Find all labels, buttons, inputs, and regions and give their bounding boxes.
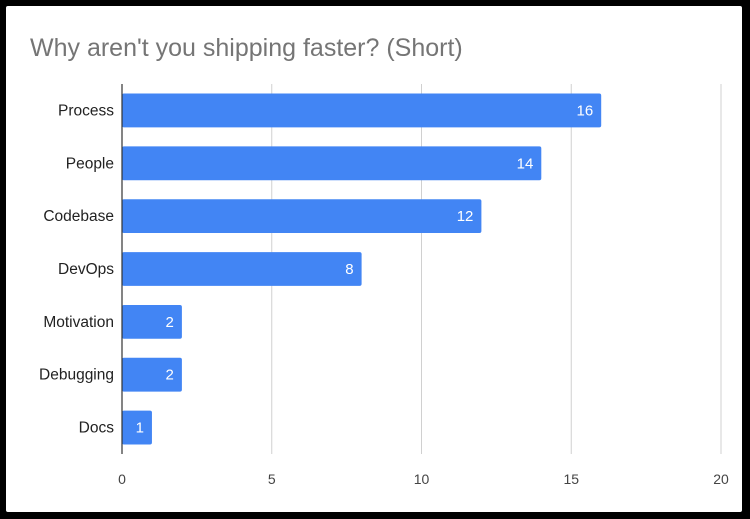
data-label-docs: 1 (136, 420, 144, 437)
bar-debugging (122, 357, 182, 392)
axes: 0 5 10 15 20 Process People Codebase DevOps Motiv… (39, 84, 729, 487)
chart-title: Why aren't you shipping faster? (Short) (30, 34, 463, 62)
bar-people (122, 146, 542, 181)
chart-card: Why aren't you shipping faster? (Short) … (6, 6, 742, 512)
x-tick-label: 15 (563, 471, 579, 487)
bar-chart: 16 14 12 8 2 2 1 0 5 10 15 20 Process People Codebase… (39, 84, 729, 487)
x-tick-label: 0 (118, 471, 126, 487)
data-label-people: 14 (517, 155, 534, 172)
data-label-motivation: 2 (166, 314, 174, 331)
bar-codebase (122, 199, 482, 234)
x-tick-label: 10 (414, 471, 430, 487)
bar-motivation (122, 304, 182, 339)
x-tick-label: 5 (268, 471, 276, 487)
bar-devops (122, 252, 362, 286)
category-label-process: Process (58, 102, 114, 119)
category-label-codebase: Codebase (43, 208, 114, 225)
category-label-devops: DevOps (58, 261, 114, 278)
gridlines (271, 84, 722, 454)
data-label-codebase: 12 (457, 208, 474, 225)
data-label-debugging: 2 (166, 367, 174, 384)
x-tick-label: 20 (713, 471, 729, 487)
category-label-motivation: Motivation (43, 314, 114, 331)
category-label-people: People (66, 155, 114, 172)
bars: 16 14 12 8 2 2 1 (122, 93, 602, 445)
bar-docs (122, 410, 152, 445)
data-label-devops: 8 (345, 261, 353, 278)
category-label-debugging: Debugging (39, 367, 114, 384)
data-label-process: 16 (577, 102, 594, 119)
bar-process (122, 93, 602, 128)
category-label-docs: Docs (79, 420, 115, 437)
